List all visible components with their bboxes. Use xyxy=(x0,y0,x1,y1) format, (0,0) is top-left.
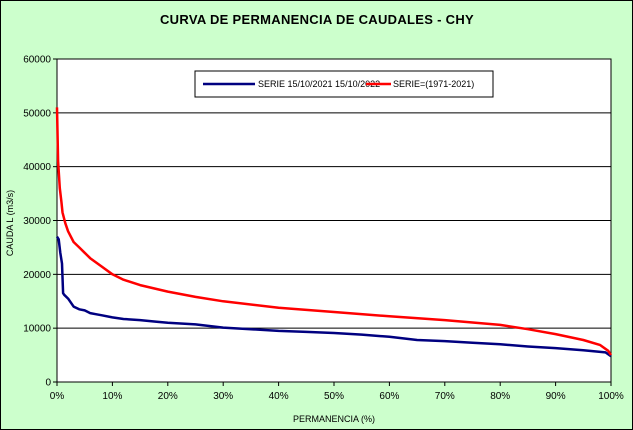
y-tick-label: 20000 xyxy=(23,270,51,281)
x-tick-label: 60% xyxy=(379,391,399,402)
y-tick-label: 0 xyxy=(45,378,51,389)
legend-label-series-2: SERIE=(1971-2021) xyxy=(393,79,474,89)
x-tick-label: 30% xyxy=(213,391,233,402)
x-tick-label: 70% xyxy=(435,391,455,402)
y-axis-ticks: 0 10000 20000 30000 40000 50000 60000 xyxy=(23,55,57,389)
legend-label-series-1: SERIE 15/10/2021 15/10/2022 xyxy=(258,79,380,89)
y-axis-label: CAUDA L (m3/s) xyxy=(5,190,15,256)
series-line-1 xyxy=(55,236,612,358)
x-tick-label: 20% xyxy=(158,391,178,402)
legend: SERIE 15/10/2021 15/10/2022 SERIE=(1971-… xyxy=(194,70,494,98)
y-tick-label: 40000 xyxy=(23,162,51,173)
x-tick-label: 80% xyxy=(490,391,510,402)
x-tick-label: 0% xyxy=(50,391,65,402)
chart-title: CURVA DE PERMANENCIA DE CAUDALES - CHY xyxy=(160,12,474,27)
x-axis-label: PERMANENCIA (%) xyxy=(293,414,375,424)
y-tick-label: 30000 xyxy=(23,216,51,227)
x-tick-label: 90% xyxy=(546,391,566,402)
series-line-2 xyxy=(55,107,613,356)
x-axis-ticks: 0% 10% 20% 30% 40% 50% 60% 70% 80% 90% 100% xyxy=(50,382,624,402)
x-tick-label: 40% xyxy=(269,391,289,402)
y-tick-label: 60000 xyxy=(23,55,51,66)
series-lines xyxy=(55,107,613,358)
x-tick-label: 10% xyxy=(102,391,122,402)
x-tick-label: 100% xyxy=(598,391,624,402)
y-tick-label: 50000 xyxy=(23,108,51,119)
x-tick-label: 50% xyxy=(324,391,344,402)
y-tick-label: 10000 xyxy=(23,324,51,335)
